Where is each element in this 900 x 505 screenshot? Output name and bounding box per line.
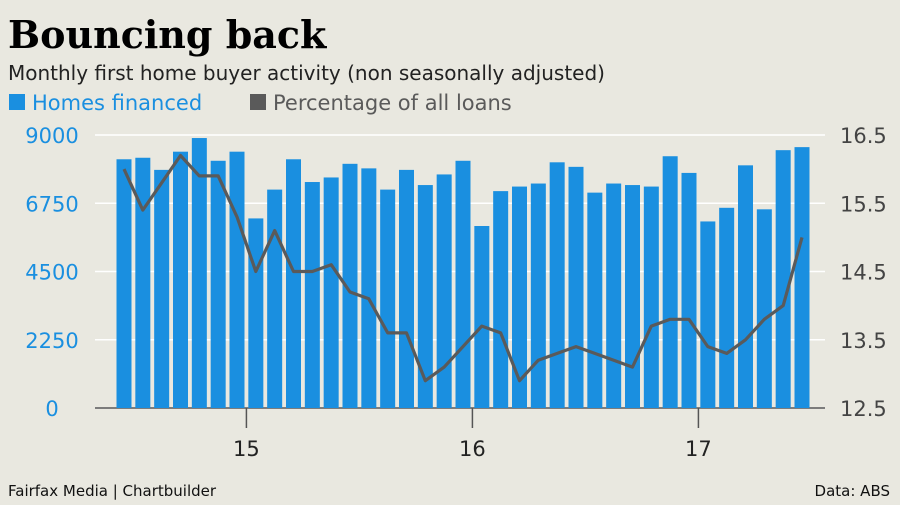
bar-homes-financed xyxy=(173,151,188,408)
right-axis-tick-label: 13.5 xyxy=(840,329,887,353)
bar-homes-financed xyxy=(794,147,810,408)
bar-homes-financed xyxy=(267,189,283,408)
bar-homes-financed xyxy=(587,192,603,408)
bar-homes-financed xyxy=(493,191,509,408)
bar-homes-financed xyxy=(116,159,132,408)
bar-homes-financed xyxy=(474,226,490,408)
bar-homes-financed xyxy=(436,174,452,408)
legend-label-homes-financed: Homes financed xyxy=(32,91,202,115)
bar-homes-financed xyxy=(549,162,565,408)
bar-homes-financed xyxy=(248,218,264,408)
bar-homes-financed xyxy=(154,169,170,408)
left-axis-tick-label: 4500 xyxy=(25,261,78,285)
bar-homes-financed xyxy=(361,168,377,408)
right-axis-tick-label: 15.5 xyxy=(840,192,887,216)
bar-homes-financed xyxy=(210,160,226,408)
bar-homes-financed xyxy=(304,182,320,408)
bar-homes-financed xyxy=(775,150,791,408)
bar-homes-financed xyxy=(512,186,527,408)
bar-homes-financed xyxy=(323,177,339,408)
bar-homes-financed xyxy=(681,172,697,408)
right-axis-tick-label: 12.5 xyxy=(840,397,887,421)
legend-label-percentage: Percentage of all loans xyxy=(273,91,512,115)
bar-homes-financed xyxy=(700,221,716,408)
bar-homes-financed xyxy=(286,159,301,408)
bar-homes-financed xyxy=(643,186,659,408)
line-percentage-of-loans xyxy=(122,153,804,383)
bar-homes-financed xyxy=(662,156,678,408)
left-axis-tick-label: 0 xyxy=(45,397,58,421)
right-axis: 16.5 15.5 14.5 13.5 12.5 xyxy=(840,124,887,421)
left-axis-tick-label: 6750 xyxy=(25,192,78,216)
right-axis-tick-label: 16.5 xyxy=(840,124,887,148)
left-axis-tick-label: 2250 xyxy=(25,329,78,353)
chart-title: Bouncing back xyxy=(8,12,327,57)
bar-homes-financed xyxy=(625,185,640,408)
x-axis: 15 16 17 xyxy=(233,408,712,461)
bar-homes-financed xyxy=(229,151,245,408)
bar-homes-financed xyxy=(530,183,546,408)
x-axis-tick-label: 17 xyxy=(685,437,712,461)
bar-homes-financed xyxy=(606,183,622,408)
legend-swatch-homes-financed xyxy=(9,94,25,110)
chart-subtitle: Monthly first home buyer activity (non s… xyxy=(8,61,605,85)
left-axis-tick-label: 9000 xyxy=(25,124,78,148)
bar-homes-financed xyxy=(342,163,358,408)
x-axis-tick-label: 15 xyxy=(233,437,260,461)
left-axis: 9000 6750 4500 2250 0 xyxy=(25,124,78,421)
bar-homes-financed xyxy=(568,166,584,408)
bar-homes-financed xyxy=(719,207,735,408)
bar-homes-financed xyxy=(455,160,471,408)
bar-homes-financed xyxy=(738,165,753,408)
footer-source-right: Data: ABS xyxy=(815,482,890,500)
bars-homes-financed xyxy=(116,138,810,409)
footer-source-left: Fairfax Media | Chartbuilder xyxy=(8,482,217,500)
bar-homes-financed xyxy=(135,157,151,408)
legend-swatch-percentage xyxy=(250,94,266,110)
x-axis-tick-label: 16 xyxy=(459,437,486,461)
bar-homes-financed xyxy=(756,209,772,408)
bar-homes-financed xyxy=(380,189,396,408)
right-axis-tick-label: 14.5 xyxy=(840,261,887,285)
legend: Homes financed Percentage of all loans xyxy=(9,91,512,115)
bar-homes-financed xyxy=(417,185,433,408)
bar-homes-financed xyxy=(399,169,414,408)
bar-homes-financed xyxy=(191,138,207,409)
